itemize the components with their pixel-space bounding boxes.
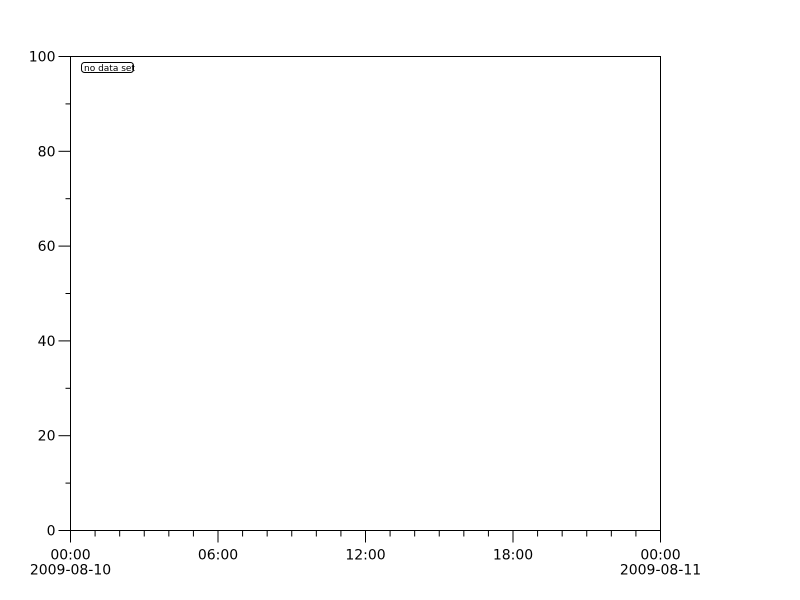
- x-tick-date-label: 2009-08-11: [620, 563, 701, 579]
- x-tick-time-label: 12:00: [345, 548, 385, 564]
- y-tick-label: 60: [38, 239, 56, 255]
- y-tick-label: 20: [38, 429, 56, 445]
- x-tick-time-label: 00:00: [50, 548, 90, 564]
- x-tick-time-label: 18:00: [493, 548, 533, 564]
- no-data-text: no data set: [84, 64, 135, 74]
- y-tick-label: 100: [29, 50, 56, 66]
- x-tick-time-label: 00:00: [640, 548, 680, 564]
- plot-frame: [70, 56, 661, 531]
- x-tick-date-label: 2009-08-10: [30, 563, 111, 579]
- no-data-box: [81, 62, 134, 73]
- y-tick-label: 80: [38, 144, 56, 160]
- no-data-label: no data set: [81, 62, 135, 74]
- y-tick-label: 40: [38, 334, 56, 350]
- x-tick-time-label: 06:00: [198, 548, 238, 564]
- y-tick-label: 0: [47, 524, 56, 540]
- y-axis: 0 20 40 60 80 100: [29, 50, 71, 540]
